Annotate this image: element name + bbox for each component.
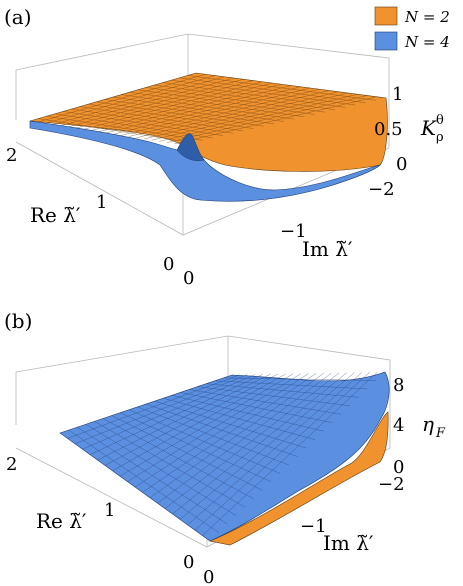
- panel-b-x-tick-1: 1: [104, 500, 115, 521]
- panel-b-z-tick-4: 4: [393, 415, 404, 436]
- panel-a-mesh-line: [151, 92, 349, 141]
- panel-b-mesh-line: [142, 373, 317, 493]
- panel-a-surface-n4: [29, 120, 381, 202]
- panel-a-y-tick-m2: −2: [368, 179, 395, 200]
- panel-a-mesh-line: [121, 94, 295, 120]
- panel-a-mesh-line: [129, 91, 305, 118]
- panel-b-mesh-line: [188, 389, 342, 415]
- panel-b-mesh-line: [206, 383, 359, 398]
- panel-b-y-tick-m1: −1: [300, 516, 327, 537]
- panel-a-mesh-line: [166, 95, 368, 143]
- panel-a-mesh-line: [143, 91, 339, 140]
- legend-swatch-n4: [374, 31, 398, 51]
- panel-b-x-tick-2: 2: [6, 454, 17, 475]
- panel-b-mesh-line: [197, 386, 351, 407]
- legend-label-n4: N = 4: [404, 33, 450, 51]
- panel-a-y-tick-0: 0: [183, 268, 194, 289]
- panel-b-surface-n4-grid: [67, 371, 378, 536]
- panel-b-mesh-line: [223, 377, 377, 381]
- panel-a-mesh-line: [121, 87, 311, 136]
- panel-a-mesh-line: [137, 89, 315, 115]
- panel-a-z-label-main: K: [420, 116, 437, 140]
- panel-b-mesh-line: [179, 372, 355, 520]
- panel-b-z-ticks: 8 4 0: [393, 375, 404, 478]
- panel-a-z-tick-0: 0: [396, 154, 407, 175]
- panel-b-mesh-line: [194, 372, 370, 531]
- panel-a-mesh-line: [113, 86, 301, 135]
- panel-b-mesh-line: [164, 372, 340, 509]
- panel-a-mesh-line: [179, 77, 366, 103]
- panel-b-mesh-line: [180, 392, 333, 423]
- panel-b-mesh-line: [149, 373, 324, 498]
- panel-b-z-label-main: η: [422, 412, 434, 436]
- panel-a-z-label: K ρ θ: [420, 113, 444, 145]
- panel-a-mesh-line: [105, 85, 292, 134]
- panel-b-y-tick-m2: −2: [378, 474, 405, 495]
- panel-b-z-label: η F: [422, 412, 446, 441]
- panel-a-mesh-line: [162, 82, 346, 108]
- panel-b-z-tick-8: 8: [393, 375, 404, 396]
- panel-b-mesh-line: [163, 397, 316, 440]
- panel-b: (b) 8 4 0 η F 2 1 0: [4, 309, 446, 586]
- panel-a-x-tick-2: 2: [6, 145, 17, 166]
- panel-b-surface-n2: [208, 411, 389, 546]
- panel-a-y-label: Im λ̃′: [302, 237, 353, 261]
- panel-b-mesh-line: [202, 371, 378, 536]
- panel-a-mesh-line: [159, 94, 358, 142]
- legend: N = 2 N = 4: [374, 6, 450, 51]
- panel-a-box: [15, 33, 390, 236]
- panel-b-x-tick-0: 0: [183, 552, 194, 573]
- panel-b-z-label-sub: F: [435, 426, 446, 441]
- panel-a-z-label-sup: θ: [436, 113, 444, 128]
- panel-a-mesh-line: [128, 89, 320, 137]
- panel-b-mesh-line: [214, 380, 368, 390]
- panel-a-label: (a): [4, 5, 32, 29]
- panel-a-z-label-sub: ρ: [436, 130, 444, 145]
- panel-a-y-ticks: 0 −1 −2: [183, 179, 395, 289]
- panel-a-x-ticks: 2 1 0: [6, 145, 174, 275]
- panel-b-mesh-line: [157, 372, 332, 504]
- panel-a-x-tick-1: 1: [96, 192, 107, 213]
- panel-a-z-ticks: 1 0.5 0: [374, 84, 407, 175]
- panel-a-y-tick-m1: −1: [280, 221, 307, 242]
- panel-a-surface-n2: [29, 72, 388, 172]
- panel-a-x-tick-0: 0: [163, 254, 174, 275]
- panel-b-mesh-line: [154, 400, 307, 449]
- panel-b-x-label: Re λ̃′: [36, 509, 87, 533]
- panel-a-x-label: Re λ̃′: [30, 203, 81, 227]
- panel-a-surface-n2-grid: [37, 74, 377, 145]
- legend-swatch-n2: [374, 6, 398, 26]
- panel-a: (a) 1 0.5 0 K ρ θ: [4, 5, 450, 289]
- panel-a-z-tick-1: 1: [392, 84, 403, 105]
- panel-b-surface-n4: [59, 371, 390, 542]
- panel-b-x-ticks: 2 1 0: [6, 454, 194, 573]
- panel-b-y-ticks: 0 −1 −2: [203, 474, 405, 586]
- panel-a-mesh-line: [171, 79, 356, 106]
- panel-b-mesh-line: [172, 372, 347, 515]
- panel-a-mesh-line: [187, 75, 376, 101]
- panel-a-z-tick-05: 0.5: [374, 119, 403, 140]
- panel-a-mesh-line: [146, 87, 325, 113]
- panel-a-mesh-line: [136, 90, 330, 139]
- panel-b-mesh-line: [134, 373, 309, 488]
- panel-a-mesh-line: [174, 96, 377, 145]
- panel-b-y-tick-0: 0: [203, 567, 214, 586]
- panel-b-mesh-line: [171, 395, 324, 432]
- panel-b-mesh-line: [187, 372, 363, 525]
- panel-a-mesh-line: [154, 84, 336, 110]
- legend-label-n2: N = 2: [404, 8, 450, 26]
- panel-b-y-label: Im λ̃′: [323, 531, 374, 555]
- panel-b-label: (b): [4, 309, 32, 333]
- panel-b-z-tick-0: 0: [393, 457, 404, 478]
